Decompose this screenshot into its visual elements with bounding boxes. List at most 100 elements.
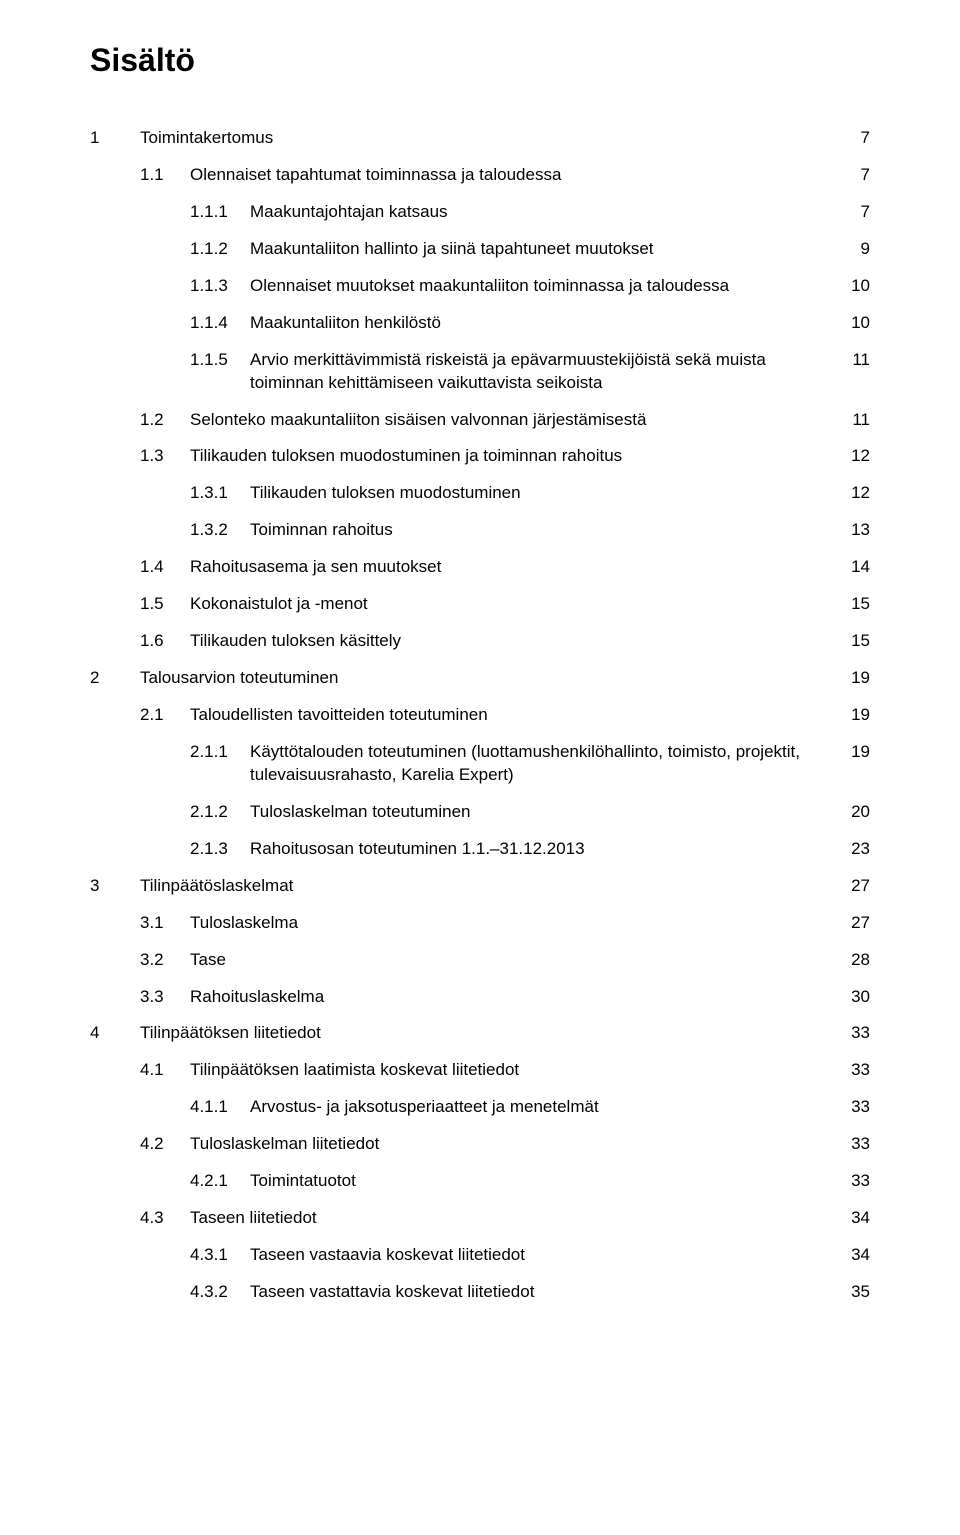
- toc-label: Maakuntaliiton henkilöstö: [250, 312, 830, 335]
- toc-row: 1.6Tilikauden tuloksen käsittely15: [90, 630, 870, 653]
- toc-number: 4.3: [90, 1207, 190, 1230]
- toc-number: 3.3: [90, 986, 190, 1009]
- toc-label: Rahoituslaskelma: [190, 986, 830, 1009]
- toc-row: 1.2Selonteko maakuntaliiton sisäisen val…: [90, 409, 870, 432]
- toc-row: 4.1.1Arvostus- ja jaksotusperiaatteet ja…: [90, 1096, 870, 1119]
- toc-page-number: 12: [830, 482, 870, 505]
- toc-label: Taseen liitetiedot: [190, 1207, 830, 1230]
- toc-label: Rahoitusosan toteutuminen 1.1.–31.12.201…: [250, 838, 830, 861]
- toc-label: Toiminnan rahoitus: [250, 519, 830, 542]
- toc-number: 4.3.1: [90, 1244, 250, 1267]
- toc-page-number: 34: [830, 1244, 870, 1267]
- toc-page-number: 7: [830, 201, 870, 224]
- toc-row: 1.1.2Maakuntaliiton hallinto ja siinä ta…: [90, 238, 870, 261]
- toc-page-number: 33: [830, 1170, 870, 1193]
- toc-number: 1.2: [90, 409, 190, 432]
- toc-number: 1.1.1: [90, 201, 250, 224]
- toc-row: 1.1.5Arvio merkittävimmistä riskeistä ja…: [90, 349, 870, 395]
- toc-page-number: 10: [830, 312, 870, 335]
- toc-page-number: 14: [830, 556, 870, 579]
- toc-number: 2.1.3: [90, 838, 250, 861]
- toc-page-number: 33: [830, 1059, 870, 1082]
- toc-number: 1.4: [90, 556, 190, 579]
- toc-label: Tilikauden tuloksen muodostuminen ja toi…: [190, 445, 830, 468]
- toc-label: Tuloslaskelman liitetiedot: [190, 1133, 830, 1156]
- toc-label: Talousarvion toteutuminen: [140, 667, 830, 690]
- toc-row: 1.3Tilikauden tuloksen muodostuminen ja …: [90, 445, 870, 468]
- table-of-contents: 1Toimintakertomus71.1Olennaiset tapahtum…: [90, 127, 870, 1304]
- toc-number: 2.1.2: [90, 801, 250, 824]
- toc-page-number: 11: [830, 349, 870, 372]
- toc-label: Tilikauden tuloksen käsittely: [190, 630, 830, 653]
- toc-number: 1.1.2: [90, 238, 250, 261]
- toc-number: 4.2: [90, 1133, 190, 1156]
- page: Sisältö 1Toimintakertomus71.1Olennaiset …: [0, 0, 960, 1535]
- toc-number: 1.1.4: [90, 312, 250, 335]
- toc-label: Taseen vastattavia koskevat liitetiedot: [250, 1281, 830, 1304]
- toc-page-number: 15: [830, 593, 870, 616]
- toc-row: 4.2.1Toimintatuotot33: [90, 1170, 870, 1193]
- toc-number: 1.3.2: [90, 519, 250, 542]
- toc-label: Tuloslaskelman toteutuminen: [250, 801, 830, 824]
- toc-number: 4: [90, 1022, 140, 1045]
- toc-row: 1.1Olennaiset tapahtumat toiminnassa ja …: [90, 164, 870, 187]
- toc-label: Selonteko maakuntaliiton sisäisen valvon…: [190, 409, 830, 432]
- toc-page-number: 20: [830, 801, 870, 824]
- toc-label: Toimintatuotot: [250, 1170, 830, 1193]
- toc-number: 4.2.1: [90, 1170, 250, 1193]
- toc-row: 3.1Tuloslaskelma27: [90, 912, 870, 935]
- toc-number: 1.1: [90, 164, 190, 187]
- toc-number: 3: [90, 875, 140, 898]
- toc-label: Tilikauden tuloksen muodostuminen: [250, 482, 830, 505]
- toc-label: Toimintakertomus: [140, 127, 830, 150]
- toc-row: 4.2Tuloslaskelman liitetiedot33: [90, 1133, 870, 1156]
- toc-row: 1Toimintakertomus7: [90, 127, 870, 150]
- toc-page-number: 12: [830, 445, 870, 468]
- toc-label: Olennaiset tapahtumat toiminnassa ja tal…: [190, 164, 830, 187]
- toc-row: 2.1.3Rahoitusosan toteutuminen 1.1.–31.1…: [90, 838, 870, 861]
- toc-row: 1.1.3Olennaiset muutokset maakuntaliiton…: [90, 275, 870, 298]
- toc-page-number: 19: [830, 741, 870, 764]
- toc-page-number: 28: [830, 949, 870, 972]
- toc-label: Kokonaistulot ja -menot: [190, 593, 830, 616]
- toc-label: Tilinpäätöslaskelmat: [140, 875, 830, 898]
- toc-page-number: 33: [830, 1096, 870, 1119]
- page-title: Sisältö: [90, 42, 870, 79]
- toc-number: 1.5: [90, 593, 190, 616]
- toc-row: 1.3.2Toiminnan rahoitus13: [90, 519, 870, 542]
- toc-page-number: 15: [830, 630, 870, 653]
- toc-number: 2: [90, 667, 140, 690]
- toc-page-number: 11: [830, 409, 870, 432]
- toc-page-number: 33: [830, 1022, 870, 1045]
- toc-row: 4.3Taseen liitetiedot34: [90, 1207, 870, 1230]
- toc-page-number: 30: [830, 986, 870, 1009]
- toc-page-number: 7: [830, 127, 870, 150]
- toc-number: 4.1: [90, 1059, 190, 1082]
- toc-number: 1.3: [90, 445, 190, 468]
- toc-label: Maakuntajohtajan katsaus: [250, 201, 830, 224]
- toc-number: 1.1.3: [90, 275, 250, 298]
- toc-page-number: 19: [830, 704, 870, 727]
- toc-label: Arvostus- ja jaksotusperiaatteet ja mene…: [250, 1096, 830, 1119]
- toc-row: 1.3.1Tilikauden tuloksen muodostuminen12: [90, 482, 870, 505]
- toc-row: 1.1.1Maakuntajohtajan katsaus7: [90, 201, 870, 224]
- toc-label: Arvio merkittävimmistä riskeistä ja epäv…: [250, 349, 830, 395]
- toc-number: 3.2: [90, 949, 190, 972]
- toc-label: Rahoitusasema ja sen muutokset: [190, 556, 830, 579]
- toc-row: 2Talousarvion toteutuminen19: [90, 667, 870, 690]
- toc-row: 2.1Taloudellisten tavoitteiden toteutumi…: [90, 704, 870, 727]
- toc-number: 1.3.1: [90, 482, 250, 505]
- toc-row: 3.3Rahoituslaskelma30: [90, 986, 870, 1009]
- toc-row: 1.4Rahoitusasema ja sen muutokset14: [90, 556, 870, 579]
- toc-label: Olennaiset muutokset maakuntaliiton toim…: [250, 275, 830, 298]
- toc-page-number: 9: [830, 238, 870, 261]
- toc-row: 1.1.4Maakuntaliiton henkilöstö10: [90, 312, 870, 335]
- toc-number: 1: [90, 127, 140, 150]
- toc-label: Tilinpäätöksen liitetiedot: [140, 1022, 830, 1045]
- toc-page-number: 34: [830, 1207, 870, 1230]
- toc-page-number: 27: [830, 912, 870, 935]
- toc-row: 3.2Tase28: [90, 949, 870, 972]
- toc-number: 4.3.2: [90, 1281, 250, 1304]
- toc-number: 2.1.1: [90, 741, 250, 764]
- toc-row: 2.1.2Tuloslaskelman toteutuminen20: [90, 801, 870, 824]
